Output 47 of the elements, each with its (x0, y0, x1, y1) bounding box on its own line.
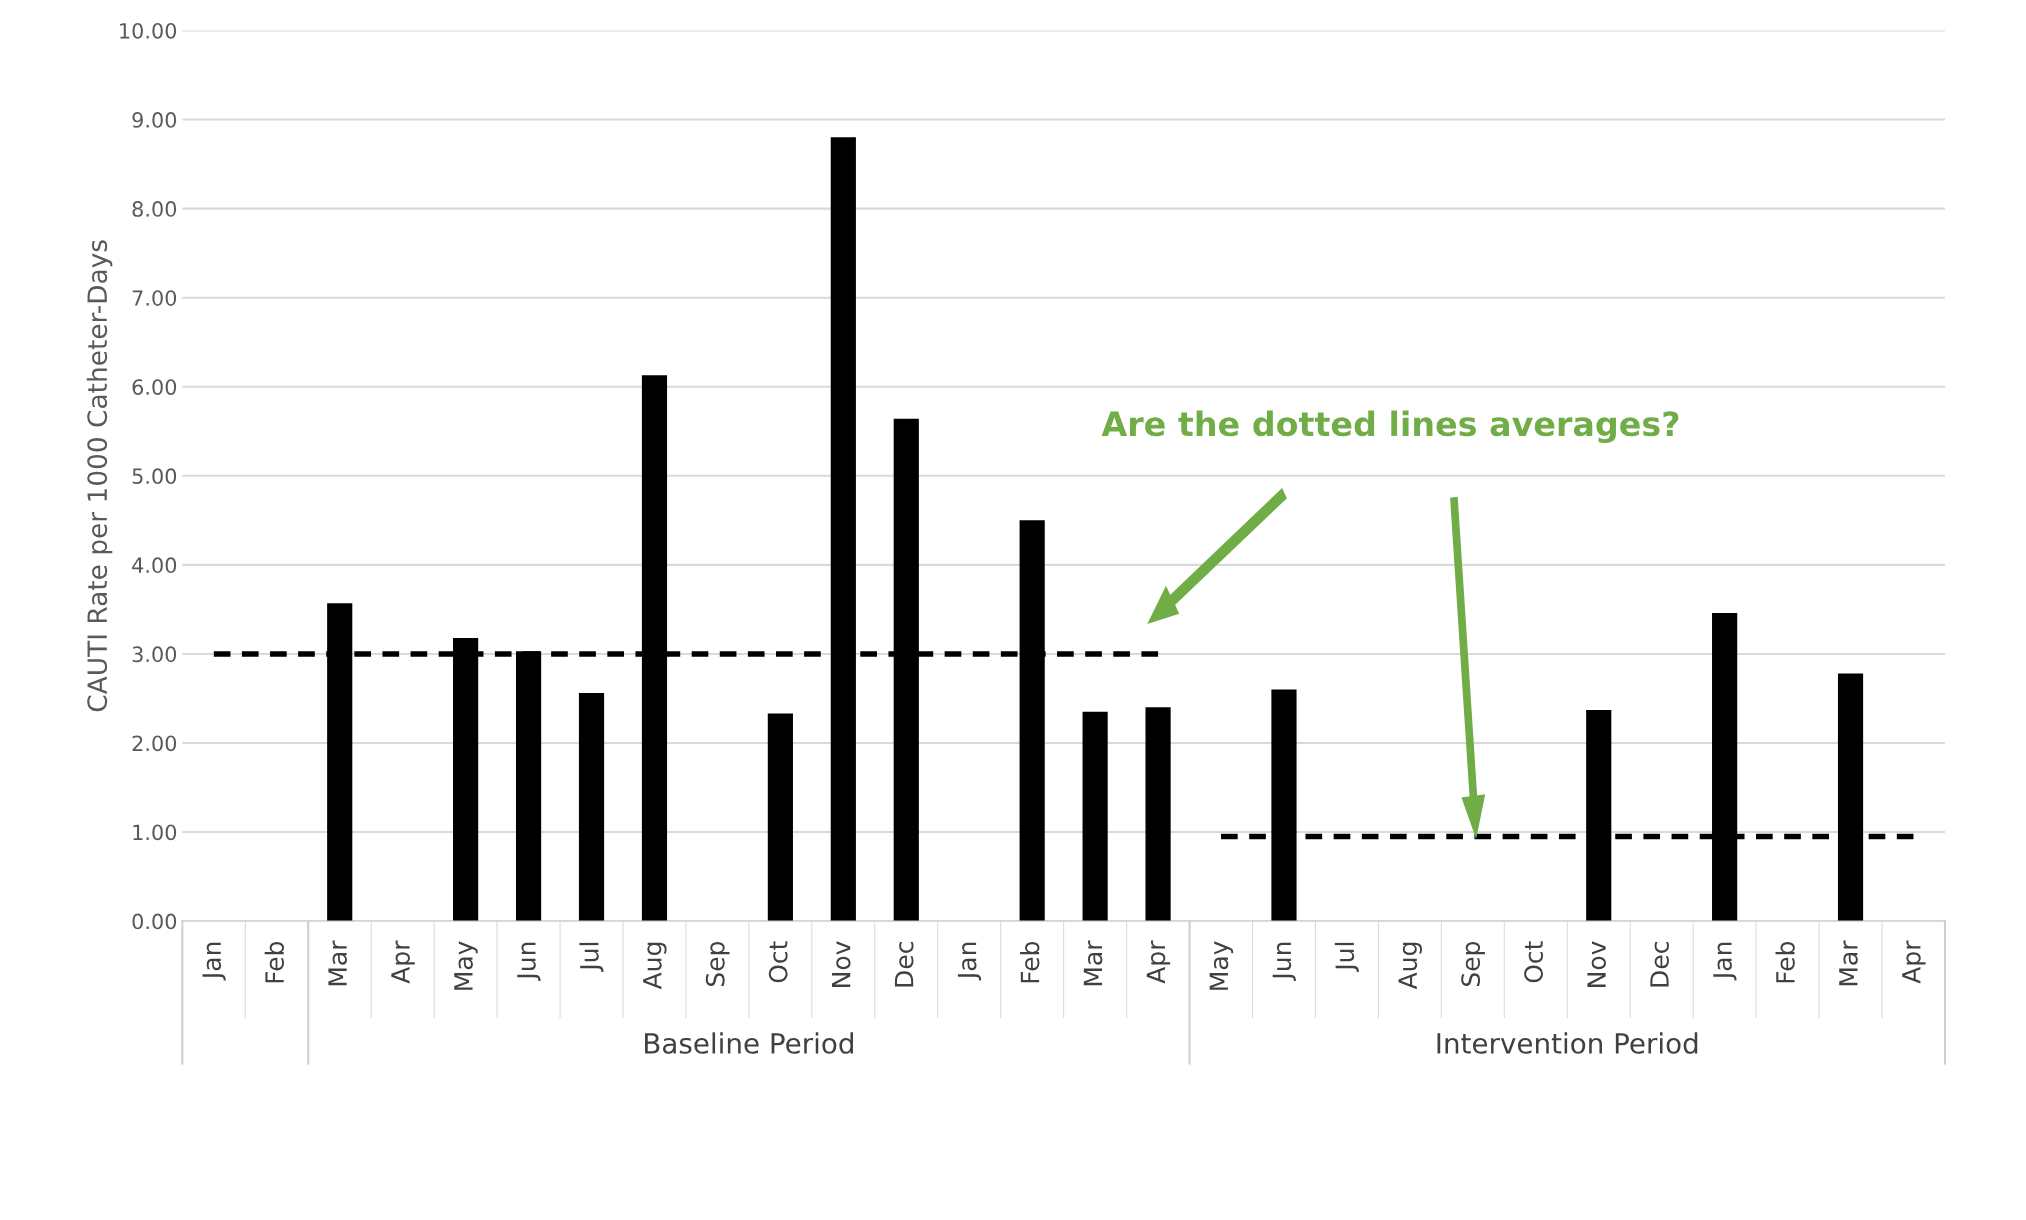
bar (578, 693, 605, 922)
x-tick-label: Nov (1587, 941, 1606, 987)
x-tick-label: May (454, 941, 478, 990)
x-tick-label: May (1209, 941, 1234, 990)
x-tick-label: Jun (1272, 942, 1296, 981)
x-tick-label: Sep (705, 941, 730, 987)
y-tick-label: 1.00 (133, 824, 177, 841)
x-tick-label: Jul (1334, 942, 1359, 972)
x-tick-label: Aug (1398, 942, 1422, 990)
x-tick-label: Sep (1461, 941, 1485, 987)
x-tick-label: Oct (768, 941, 788, 983)
y-axis-title: CAUTI Rate per 1000 Catheter-Days (86, 240, 113, 712)
y-tick-label: 4.00 (132, 557, 177, 574)
x-tick-label: Apr (1902, 940, 1926, 984)
y-tick-label: 10.00 (120, 22, 177, 39)
x-tick-label: Jul (579, 942, 604, 972)
x-tick-label: Jun (517, 942, 541, 981)
x-tick-label: Mar (1839, 940, 1858, 986)
x-tick-label: Aug (643, 942, 667, 990)
y-tick-label: 3.00 (132, 646, 177, 663)
x-tick-label: Nov (831, 941, 851, 987)
x-tick-label: Mar (1083, 940, 1103, 986)
x-tick-label: Dec (894, 942, 914, 987)
x-tick-label: Apr (1146, 940, 1171, 984)
bar (1145, 707, 1171, 922)
x-tick-label: Oct (1524, 941, 1544, 983)
y-tick-label: 7.00 (132, 290, 177, 306)
x-tick-label: Feb (1020, 941, 1040, 983)
x-tick-label: Apr (391, 940, 415, 984)
y-tick-label: 8.00 (132, 201, 177, 217)
x-tick-label: Jan (202, 942, 226, 981)
y-tick-label: 9.00 (132, 112, 177, 128)
text: Intervention Period (1437, 1032, 1698, 1054)
y-tick-label: 2.00 (132, 735, 177, 752)
annotation: Are the dotted lines averages? (1101, 410, 1679, 444)
y-tick-label: 5.00 (132, 468, 177, 485)
x-tick-label: Jan (1713, 942, 1737, 981)
x-tick-label: Jan (957, 942, 982, 981)
x-tick-label: Feb (264, 941, 285, 983)
x-tick-label: Feb (1775, 941, 1795, 983)
y-tick-label: 0.00 (132, 913, 177, 930)
y-tick-label: 6.00 (132, 379, 177, 395)
bar (767, 713, 793, 922)
bar (1082, 711, 1108, 922)
x-tick-label: Dec (1650, 942, 1669, 987)
text: Baseline Period (645, 1032, 853, 1054)
x-tick-label: Mar (328, 940, 347, 986)
